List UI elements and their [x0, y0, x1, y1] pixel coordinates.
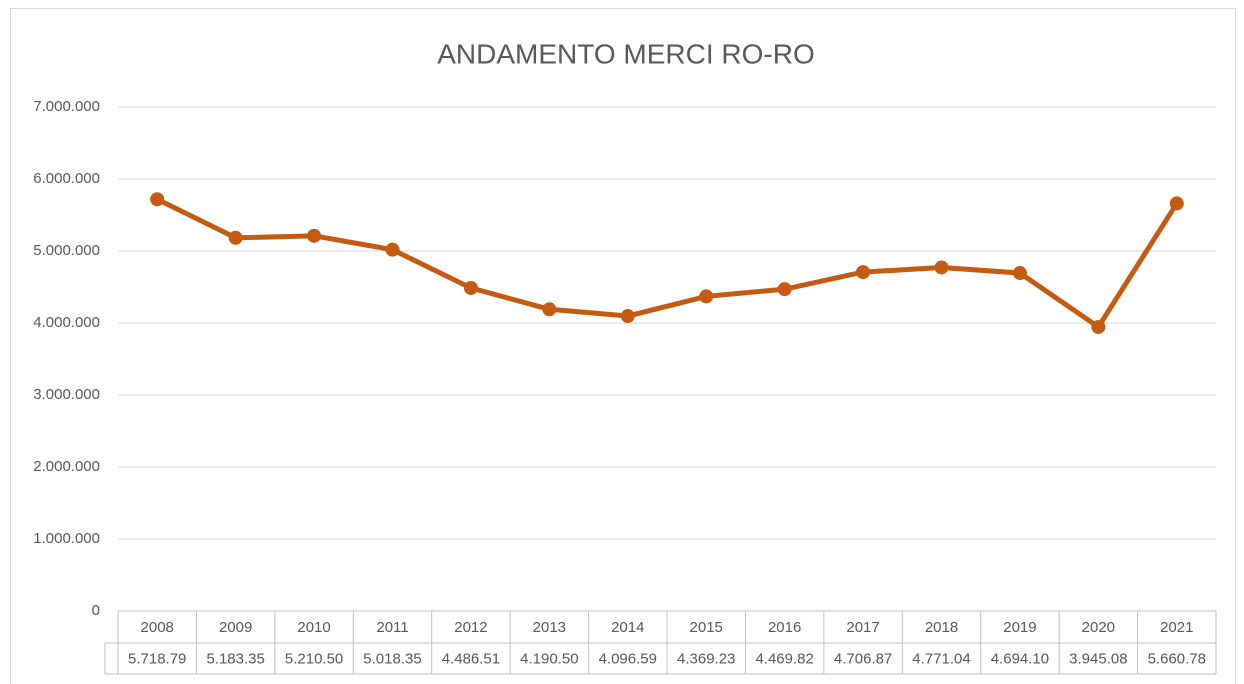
y-tick-label: 4.000.000: [33, 314, 100, 331]
x-tick-label: 2021: [1160, 619, 1193, 636]
x-tick-label: 2011: [376, 619, 408, 636]
x-tick-label: 2017: [846, 619, 879, 636]
table-value: 5.660.78: [1148, 650, 1206, 667]
table-value: 4.469.82: [755, 650, 813, 667]
x-tick-label: 2019: [1003, 619, 1036, 636]
y-tick-label: 3.000.000: [33, 386, 100, 403]
table-value: 4.190.50: [520, 650, 578, 667]
marker: [699, 289, 714, 304]
marker: [934, 260, 949, 275]
line: [156, 197, 1179, 330]
marker: [1091, 319, 1106, 334]
x-tick-label: 2018: [925, 619, 958, 636]
x-tick-label: 2016: [768, 619, 801, 636]
table-value: 3.945.08: [1069, 650, 1127, 667]
marker: [385, 242, 400, 257]
table-value: 5.718.79: [128, 650, 186, 667]
y-tick-label: 6.000.000: [33, 170, 100, 187]
x-tick-label: 2010: [297, 619, 330, 636]
table-value: 4.486.51: [442, 650, 500, 667]
marker: [150, 192, 165, 207]
x-tick-label: 2015: [690, 619, 723, 636]
x-tick-label: 2009: [219, 619, 252, 636]
x-tick-label: 2020: [1082, 619, 1115, 636]
table-value: 4.096.59: [599, 650, 657, 667]
chart-title: ANDAMENTO MERCI RO-RO: [437, 38, 815, 69]
table-value: 5.183.35: [206, 650, 264, 667]
table-value: 4.694.10: [991, 650, 1049, 667]
y-tick-label: 2.000.000: [33, 458, 100, 475]
marker: [542, 302, 557, 317]
marker: [228, 230, 243, 245]
marker: [1169, 196, 1184, 211]
table-value: 5.210.50: [285, 650, 343, 667]
x-tick-label: 2014: [611, 619, 644, 636]
x-tick-label: 2012: [454, 619, 487, 636]
y-tick-label: 0: [92, 602, 100, 619]
x-tick-label: 2008: [141, 619, 174, 636]
marker: [1012, 266, 1027, 281]
marker: [307, 228, 322, 243]
table-value: 5.018.35: [363, 650, 421, 667]
marker: [463, 280, 478, 295]
table-value: 4.771.04: [912, 650, 970, 667]
chart-border: [10, 8, 1236, 684]
y-tick-label: 1.000.000: [33, 530, 100, 547]
marker: [856, 265, 871, 280]
y-tick-label: 7.000.000: [33, 98, 100, 115]
marker: [620, 309, 635, 324]
table-value: 4.369.23: [677, 650, 735, 667]
table-value: 4.706.87: [834, 650, 892, 667]
y-tick-label: 5.000.000: [33, 242, 100, 259]
marker: [777, 282, 792, 297]
x-tick-label: 2013: [533, 619, 566, 636]
